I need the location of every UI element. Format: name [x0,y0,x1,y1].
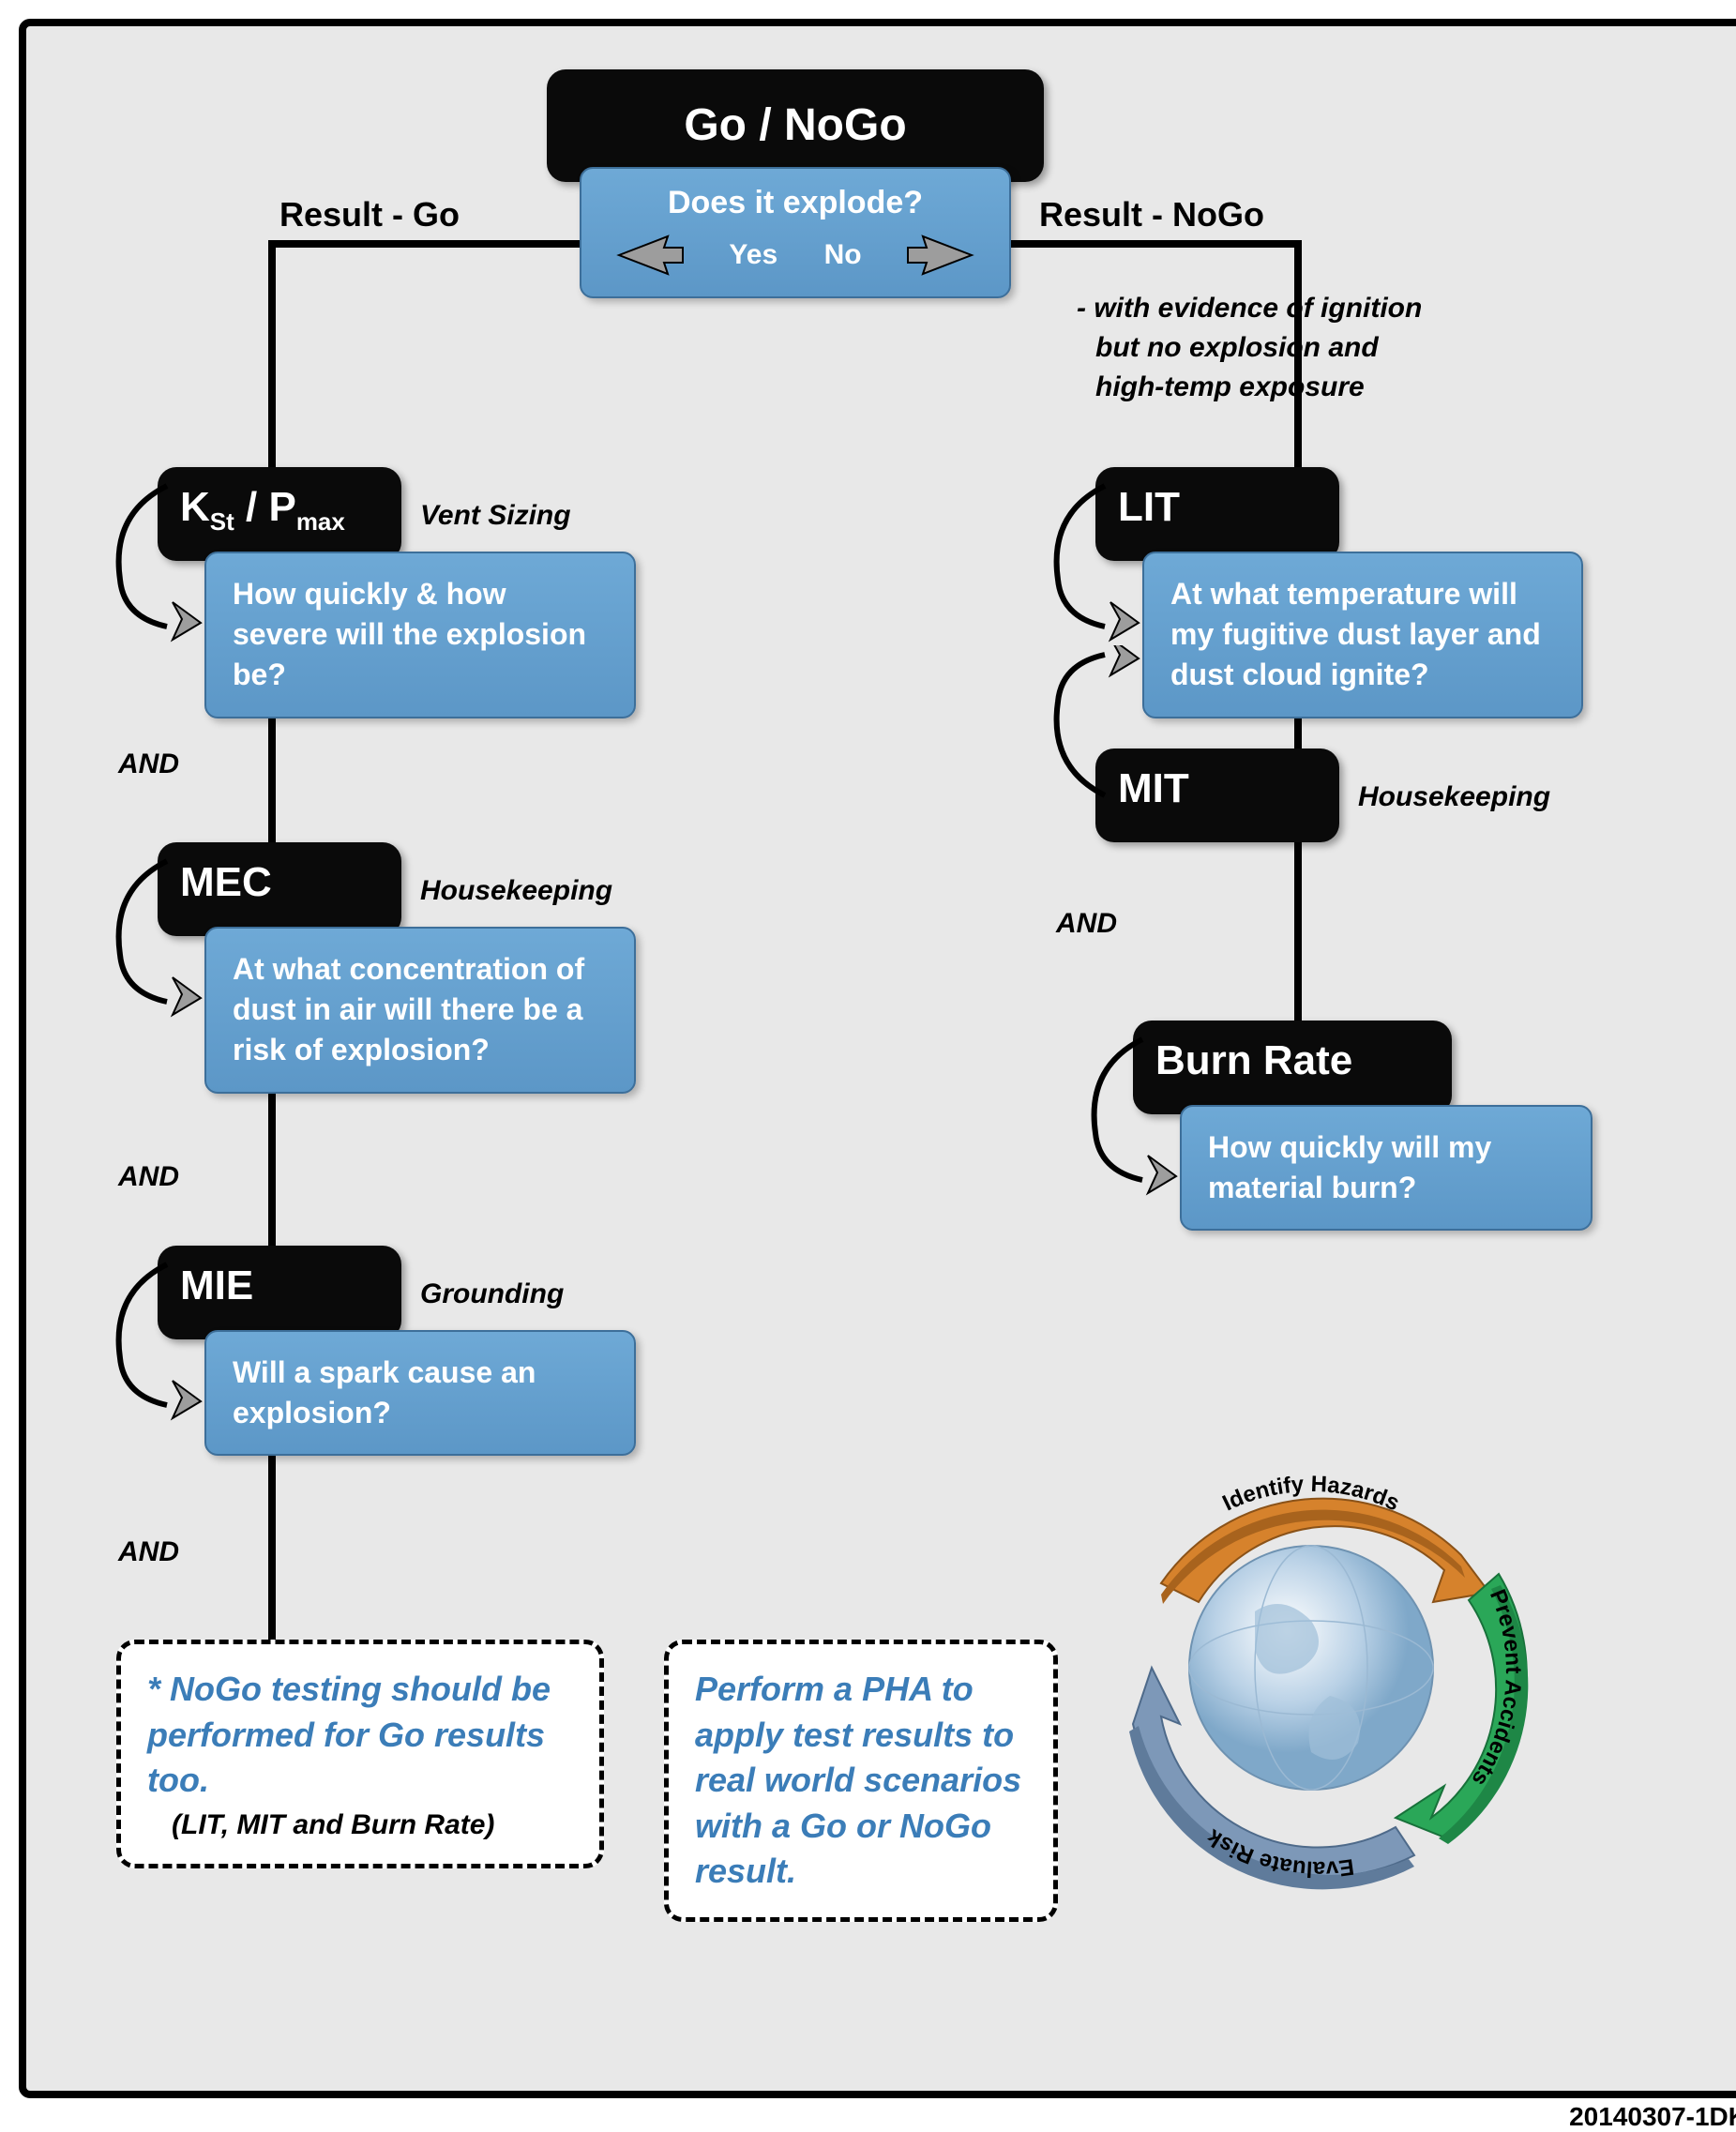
cycle-graphic: Identify Hazards Prevent Accidents Evalu… [1020,1368,1602,1949]
q-mie: Will a spark cause an explosion? [204,1330,636,1456]
label-result-nogo: Result - NoGo [1039,195,1264,234]
loop-arrow-icon [101,476,223,645]
label-result-go: Result - Go [279,195,460,234]
footer-code: 20140307-1DK [1569,2102,1736,2132]
q-mec: At what concentration of dust in air wil… [204,927,636,1094]
arrow-right-icon [908,234,974,276]
decision-title: Does it explode? [600,182,990,225]
loop-arrow-icon [101,852,223,1021]
connector [268,240,580,248]
node-go-nogo: Go / NoGo [547,69,1044,182]
loop-arrow-icon [1077,1030,1199,1199]
node-decision: Does it explode? Yes No [580,167,1011,298]
and-label: AND [118,748,179,780]
and-label: AND [118,1536,179,1568]
label-housekeeping: Housekeeping [420,875,612,907]
connector [1011,240,1302,248]
nogo-note: - with evidence of ignition but no explo… [1077,289,1422,407]
diagram-frame: Go / NoGo Does it explode? Yes No Result… [19,19,1736,2098]
decision-no: No [824,236,862,275]
footnote1-sub: (LIT, MIT and Burn Rate) [147,1809,573,1841]
loop-arrow-icon [1039,476,1161,645]
footnote2-text: Perform a PHA to apply test results to r… [695,1667,1027,1895]
loop-arrow-icon [1039,645,1161,814]
label-vent-sizing: Vent Sizing [420,500,571,532]
and-label: AND [118,1161,179,1193]
footnote1-text: * NoGo testing should be performed for G… [147,1667,573,1804]
footnote-box-2: Perform a PHA to apply test results to r… [664,1640,1058,1922]
q-lit: At what temperature will my fugitive dus… [1142,552,1583,718]
arrow-left-icon [617,234,683,276]
go-nogo-title: Go / NoGo [684,100,906,150]
and-label: AND [1056,908,1117,940]
q-burn: How quickly will my material burn? [1180,1105,1593,1231]
footnote-box-1: * NoGo testing should be performed for G… [116,1640,604,1868]
loop-arrow-icon [101,1255,223,1424]
label-housekeeping-2: Housekeeping [1358,781,1550,813]
decision-yes: Yes [729,236,777,275]
q-kst: How quickly & how severe will the explos… [204,552,636,718]
cycle-svg: Identify Hazards Prevent Accidents Evalu… [1020,1368,1602,1949]
label-grounding: Grounding [420,1278,564,1310]
